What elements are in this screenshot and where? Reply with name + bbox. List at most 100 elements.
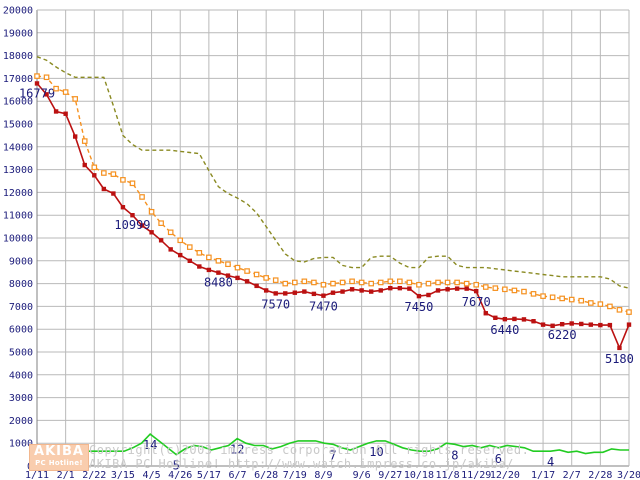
y-axis-tick-label: 18000 xyxy=(3,51,33,62)
data-point-marker xyxy=(531,319,536,324)
data-point-marker xyxy=(426,292,431,298)
data-point-label: 5 xyxy=(173,459,180,473)
x-axis-tick-label: 9/6 xyxy=(353,470,371,480)
data-point-marker xyxy=(186,244,193,250)
data-point-marker xyxy=(292,279,298,286)
y-axis-tick-label: 17000 xyxy=(3,74,33,85)
data-point-marker xyxy=(378,288,383,293)
data-point-marker xyxy=(330,280,336,287)
data-point-marker xyxy=(168,247,173,252)
data-point-marker xyxy=(263,288,269,293)
data-point-marker xyxy=(578,297,585,304)
series-line-highest-price xyxy=(36,56,630,289)
data-point-marker xyxy=(512,316,517,322)
y-axis-tick-label: 6000 xyxy=(9,325,33,336)
data-point-marker xyxy=(254,283,259,289)
data-point-marker xyxy=(34,81,40,86)
x-axis-tick-label: 10/18 xyxy=(404,470,434,480)
y-axis-tick-label: 15000 xyxy=(3,120,33,131)
y-axis-tick-label: 11000 xyxy=(3,211,33,222)
data-point-marker xyxy=(44,92,49,97)
data-point-marker xyxy=(540,293,546,299)
data-point-label: 8 xyxy=(451,448,458,462)
data-point-label: 7 xyxy=(329,448,336,462)
data-point-marker xyxy=(502,316,508,322)
data-point-marker xyxy=(148,208,155,215)
data-point-marker xyxy=(368,280,374,287)
data-point-marker xyxy=(626,322,632,327)
data-point-marker xyxy=(302,289,307,294)
data-point-marker xyxy=(120,177,126,183)
data-point-label: 6 xyxy=(495,452,502,466)
data-point-marker xyxy=(311,279,317,286)
data-point-marker xyxy=(92,173,97,178)
data-point-marker xyxy=(82,162,87,168)
data-point-marker xyxy=(206,267,212,273)
data-point-marker xyxy=(407,286,412,291)
x-axis-tick-label: 2/1 xyxy=(57,470,75,480)
y-axis-tick-label: 8000 xyxy=(9,279,33,290)
y-axis-tick-label: 1000 xyxy=(9,439,33,450)
data-point-marker xyxy=(388,285,393,291)
x-axis-tick-label: 3/20 xyxy=(617,470,640,480)
data-point-marker xyxy=(406,279,413,286)
data-point-marker xyxy=(111,191,116,196)
data-point-marker xyxy=(416,281,422,288)
data-point-label: 7450 xyxy=(404,300,433,314)
data-point-marker xyxy=(454,286,460,291)
data-point-label: 7570 xyxy=(261,297,290,311)
data-point-marker xyxy=(464,286,469,291)
x-axis-tick-label: 7/19 xyxy=(283,470,307,480)
data-point-marker xyxy=(110,171,117,177)
data-point-marker xyxy=(626,309,632,315)
y-axis-tick-label: 19000 xyxy=(3,28,33,39)
x-axis-tick-label: 6/28 xyxy=(254,470,278,480)
data-point-marker xyxy=(139,194,145,200)
x-axis-tick-label: 8/9 xyxy=(314,470,332,480)
data-point-marker xyxy=(521,288,527,295)
data-point-marker xyxy=(187,258,192,263)
data-point-marker xyxy=(616,307,623,313)
data-point-marker xyxy=(598,322,603,328)
data-point-marker xyxy=(445,287,450,292)
data-point-marker xyxy=(359,288,364,293)
x-axis-tick-label: 2/28 xyxy=(588,470,612,480)
data-point-marker xyxy=(34,73,40,79)
data-point-marker xyxy=(283,291,288,296)
x-axis-tick-label: 12/20 xyxy=(490,470,520,480)
data-point-marker xyxy=(377,279,384,286)
data-point-label: 10999 xyxy=(114,218,150,232)
x-axis-tick-label: 1/17 xyxy=(531,470,555,480)
data-point-marker xyxy=(197,264,202,269)
data-point-marker xyxy=(215,258,222,264)
data-point-marker xyxy=(282,280,289,287)
x-axis-tick-label: 5/17 xyxy=(197,470,221,480)
x-axis-tick-label: 2/7 xyxy=(563,470,581,480)
x-axis-tick-label: 4/5 xyxy=(143,470,161,480)
data-point-marker xyxy=(492,285,499,291)
x-axis-tick-label: 4/26 xyxy=(168,470,192,480)
data-point-marker xyxy=(225,261,231,268)
data-point-marker xyxy=(425,280,432,287)
data-point-marker xyxy=(216,270,221,275)
data-point-marker xyxy=(101,186,107,192)
data-point-marker xyxy=(607,303,613,310)
data-point-marker xyxy=(349,287,355,292)
data-point-marker xyxy=(550,323,555,328)
data-point-marker xyxy=(196,250,203,256)
data-point-marker xyxy=(139,223,145,228)
y-axis-tick-label: 20000 xyxy=(3,6,33,17)
data-point-marker xyxy=(435,288,441,293)
data-point-marker xyxy=(482,284,489,290)
data-point-marker xyxy=(559,321,565,327)
y-axis-tick-label: 9000 xyxy=(9,256,33,267)
y-axis-tick-label: 5000 xyxy=(9,348,33,359)
data-point-marker xyxy=(540,322,546,327)
copyright-watermark-line2: AKIBA PC Hotline! http://www.watch.impre… xyxy=(89,457,514,471)
data-point-marker xyxy=(167,229,174,236)
data-point-marker xyxy=(349,278,355,285)
data-point-marker xyxy=(397,285,403,291)
data-point-label: 5180 xyxy=(605,352,634,366)
data-point-marker xyxy=(588,300,594,306)
